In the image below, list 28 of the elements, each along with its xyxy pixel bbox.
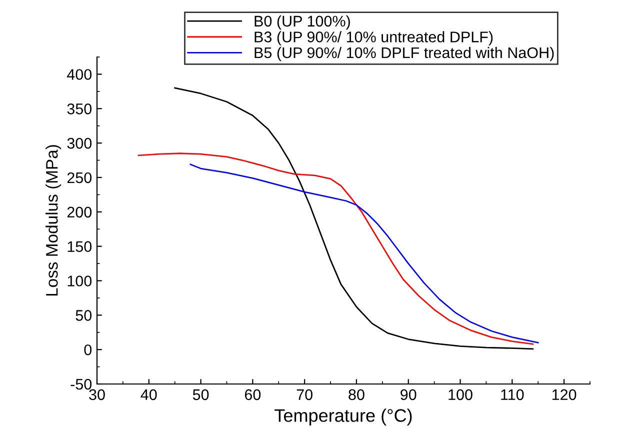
x-tick-label: 30 <box>89 389 105 400</box>
line-series <box>138 152 534 345</box>
y-tick-label: 200 <box>67 206 92 218</box>
x-tick-label: 50 <box>192 389 209 400</box>
y-tick-label: 100 <box>68 276 92 286</box>
x-tick-label: 90 <box>400 389 416 400</box>
y-tick-label: 350 <box>67 104 92 114</box>
y-tick-label: 250 <box>67 172 92 184</box>
y-tick-label: 300 <box>67 138 92 149</box>
legend-label: B0 (UP 100%) <box>254 15 350 30</box>
legend-label: B5 (UP 90%/ 10% DPLF treated with NaOH) <box>254 46 554 62</box>
y-tick-label: 400 <box>67 69 92 80</box>
y-tick-label: 0 <box>84 344 92 356</box>
line-series <box>174 87 534 350</box>
x-axis-title: Temperature (°C) <box>274 408 412 426</box>
line-series <box>190 164 539 344</box>
x-tick-label: 60 <box>244 389 261 400</box>
y-tick-label: -50 <box>70 378 92 390</box>
x-tick-label: 80 <box>348 389 364 400</box>
y-tick-label: 50 <box>76 310 92 321</box>
y-axis-title: Loss Modulus (MPa) <box>46 145 62 296</box>
x-tick-label: 70 <box>296 389 312 400</box>
x-tick-label: 100 <box>448 389 472 400</box>
x-tick-label: 110 <box>501 389 524 400</box>
legend-label: B3 (UP 90%/ 10% untreated DPLF) <box>254 31 493 46</box>
x-tick-label: 120 <box>552 389 576 400</box>
x-tick-label: 40 <box>140 389 157 400</box>
y-tick-label: 150 <box>68 241 92 252</box>
